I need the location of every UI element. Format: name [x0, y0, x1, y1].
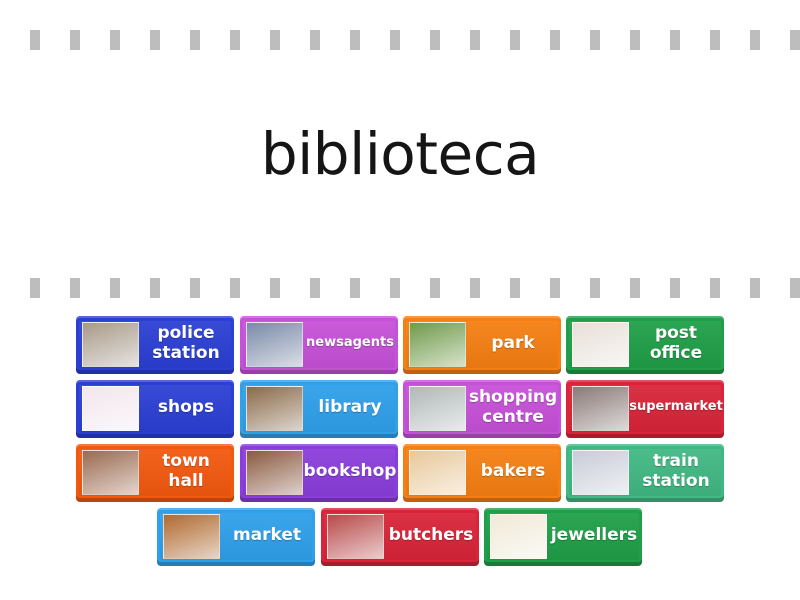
tile-label: library: [318, 397, 382, 417]
shopping-centre-image: [409, 386, 466, 431]
tile-label: police station: [152, 323, 220, 363]
tile-label: park: [491, 333, 535, 353]
tile-label: shopping centre: [468, 387, 558, 427]
necklace-image: [490, 514, 547, 559]
answer-tile-library[interactable]: library: [240, 380, 398, 438]
bread-loaf-image: [409, 450, 466, 495]
tile-label: post office: [649, 323, 703, 363]
police-station-image: [82, 322, 139, 367]
answer-tile-shopping-centre[interactable]: shopping centre: [403, 380, 561, 438]
tile-label: bookshop: [303, 461, 397, 481]
answer-tile-bakers[interactable]: bakers: [403, 444, 561, 502]
bookshop-image: [246, 450, 303, 495]
shopping-bags-image: [82, 386, 139, 431]
tile-label: jewellers: [550, 525, 638, 545]
bottom-divider: [0, 278, 800, 298]
tile-label: bakers: [480, 461, 546, 481]
answer-tile-supermarket[interactable]: supermarket: [566, 380, 724, 438]
tile-label: supermarket: [629, 399, 723, 414]
answer-tile-train-station[interactable]: train station: [566, 444, 724, 502]
newsagent-shopfront-image: [246, 322, 303, 367]
tile-label: butchers: [388, 525, 474, 545]
town-hall-image: [82, 450, 139, 495]
train-image: [572, 450, 629, 495]
answer-tile-shops[interactable]: shops: [76, 380, 234, 438]
top-divider: [0, 30, 800, 50]
answer-tile-park[interactable]: park: [403, 316, 561, 374]
park-image: [409, 322, 466, 367]
answer-tile-police-station[interactable]: police station: [76, 316, 234, 374]
answer-tile-market[interactable]: market: [157, 508, 315, 566]
answer-tile-jewellers[interactable]: jewellers: [484, 508, 642, 566]
answer-tile-post-office[interactable]: post office: [566, 316, 724, 374]
market-stall-image: [163, 514, 220, 559]
tile-label: shops: [157, 397, 215, 417]
answer-tile-newsagents[interactable]: newsagents: [240, 316, 398, 374]
answer-tile-butchers[interactable]: butchers: [321, 508, 479, 566]
butchers-shop-image: [327, 514, 384, 559]
tile-label: town hall: [162, 451, 210, 491]
post-office-image: [572, 322, 629, 367]
answer-tile-bookshop[interactable]: bookshop: [240, 444, 398, 502]
tile-label: market: [232, 525, 302, 545]
library-shelves-image: [246, 386, 303, 431]
tile-label: train station: [642, 451, 710, 491]
supermarket-image: [572, 386, 629, 431]
tile-label: newsagents: [306, 335, 394, 350]
answer-tile-town-hall[interactable]: town hall: [76, 444, 234, 502]
question-word: biblioteca: [260, 120, 540, 188]
